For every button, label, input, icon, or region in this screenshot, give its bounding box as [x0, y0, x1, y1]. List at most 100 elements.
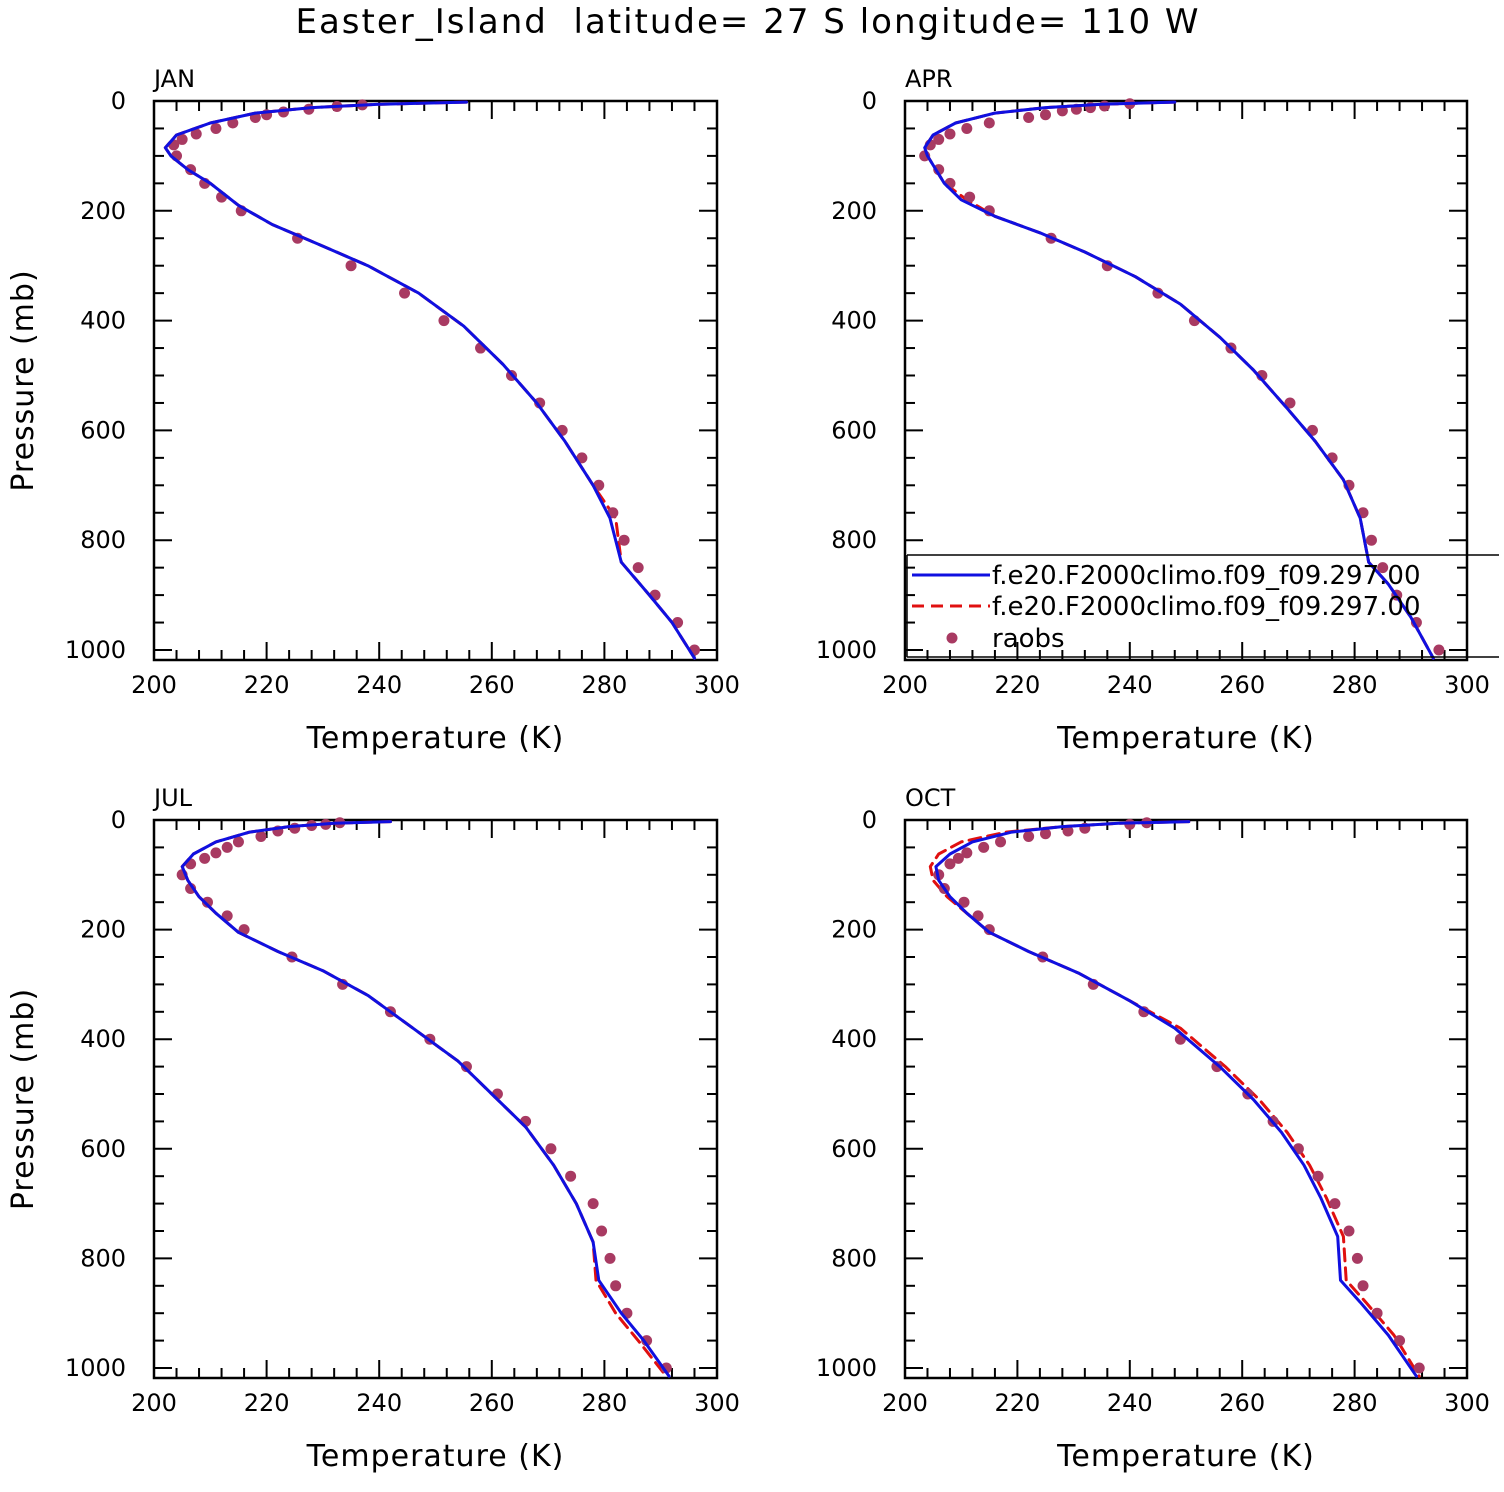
x-tick-label: 240: [356, 671, 402, 699]
y-tick-label: 200: [831, 916, 877, 944]
panel-label: APR: [905, 65, 953, 93]
raobs-point: [255, 830, 267, 842]
legend-label: raobs: [992, 624, 1065, 654]
raobs-point: [438, 315, 450, 327]
raobs-point: [1394, 1335, 1406, 1347]
raobs-point: [1377, 562, 1389, 574]
x-tick-label: 300: [694, 1389, 740, 1417]
x-tick-label: 300: [694, 671, 740, 699]
legend: f.e20.F2000climo.f09_f09.297.00f.e20.F20…: [906, 554, 1499, 658]
plot-frame: [903, 818, 1469, 1380]
raobs-point: [1365, 534, 1377, 546]
y-tick-label: 400: [80, 1025, 126, 1053]
raobs-point: [995, 836, 1007, 848]
y-tick-label: 400: [831, 307, 877, 335]
raobs-point: [1023, 830, 1035, 842]
y-tick-label: 800: [80, 1244, 126, 1272]
raobs-point: [944, 128, 956, 140]
x-axis-title: Temperature (K): [1056, 1439, 1315, 1474]
raobs-point: [185, 883, 197, 894]
raobs-point: [1040, 828, 1051, 840]
raobs-point: [201, 896, 213, 908]
raobs-point: [190, 128, 202, 140]
x-tick-label: 280: [1332, 671, 1378, 699]
raobs-point: [399, 287, 411, 299]
model-b-line: [180, 820, 668, 1378]
raobs-point: [1062, 825, 1074, 837]
y-tick-label: 0: [862, 87, 877, 115]
raobs-point: [576, 452, 588, 464]
x-tick-label: 200: [882, 1389, 928, 1417]
y-tick-label: 600: [80, 416, 126, 444]
x-axis-title: Temperature (K): [306, 721, 565, 756]
raobs-point: [232, 836, 244, 848]
x-tick-label: 280: [1332, 1389, 1378, 1417]
x-tick-label: 220: [994, 1389, 1040, 1417]
x-tick-label: 200: [131, 671, 177, 699]
model-a-line: [180, 820, 671, 1378]
model-b-line: [928, 820, 1421, 1378]
raobs-point: [610, 1280, 622, 1292]
raobs-point: [587, 1198, 599, 1210]
legend-raobs-swatch: [946, 632, 958, 644]
y-axis-title: Pressure (mb): [6, 269, 41, 491]
y-tick-label: 800: [80, 526, 126, 554]
x-tick-label: 240: [356, 1389, 402, 1417]
plot-frame: [152, 99, 719, 662]
model-a-line: [923, 100, 1435, 660]
x-tick-label: 280: [581, 671, 627, 699]
x-tick-label: 300: [1444, 1389, 1490, 1417]
raobs-point: [210, 847, 222, 859]
raobs-point: [221, 841, 233, 853]
legend-label: f.e20.F2000climo.f09_f09.297.00: [992, 561, 1421, 591]
raobs-point: [961, 122, 973, 134]
raobs-point: [534, 397, 546, 409]
model-b-line: [163, 100, 696, 660]
raobs-point: [1312, 1170, 1324, 1182]
raobs-point: [227, 117, 239, 129]
x-tick-label: 240: [1107, 671, 1153, 699]
raobs-point: [964, 191, 976, 203]
raobs-point: [983, 117, 995, 129]
y-tick-label: 400: [80, 307, 126, 335]
raobs-point: [1211, 1061, 1223, 1073]
x-axis-title: Temperature (K): [306, 1439, 565, 1474]
x-tick-label: 220: [994, 671, 1040, 699]
model-a-line: [163, 100, 696, 660]
x-tick-label: 200: [882, 671, 928, 699]
raobs-point: [545, 1143, 557, 1155]
y-tick-label: 1000: [816, 1354, 877, 1382]
y-tick-label: 800: [831, 1244, 877, 1272]
y-tick-label: 600: [80, 1135, 126, 1163]
x-tick-label: 260: [1219, 1389, 1265, 1417]
legend-label: f.e20.F2000climo.f09_f09.297.00: [992, 592, 1421, 622]
raobs-point: [210, 122, 222, 134]
raobs-point: [565, 1170, 577, 1182]
y-tick-label: 200: [80, 916, 126, 944]
x-tick-label: 220: [244, 671, 290, 699]
x-tick-label: 280: [581, 1389, 627, 1417]
y-tick-label: 0: [862, 806, 877, 834]
y-tick-label: 0: [111, 87, 126, 115]
raobs-point: [1040, 109, 1051, 121]
y-tick-label: 800: [831, 526, 877, 554]
raobs-point: [952, 852, 964, 864]
raobs-point: [618, 534, 630, 546]
raobs-point: [1023, 111, 1035, 123]
panel-label: JUL: [152, 784, 193, 812]
raobs-point: [1343, 1225, 1355, 1237]
raobs-point: [933, 133, 945, 145]
raobs-point: [176, 133, 188, 145]
raobs-point: [632, 562, 644, 574]
y-tick-label: 0: [111, 806, 126, 834]
y-axis-title: Pressure (mb): [6, 988, 41, 1210]
y-tick-label: 400: [831, 1025, 877, 1053]
raobs-point: [1284, 397, 1296, 409]
raobs-point: [289, 822, 301, 834]
raobs-point: [1413, 1362, 1425, 1374]
